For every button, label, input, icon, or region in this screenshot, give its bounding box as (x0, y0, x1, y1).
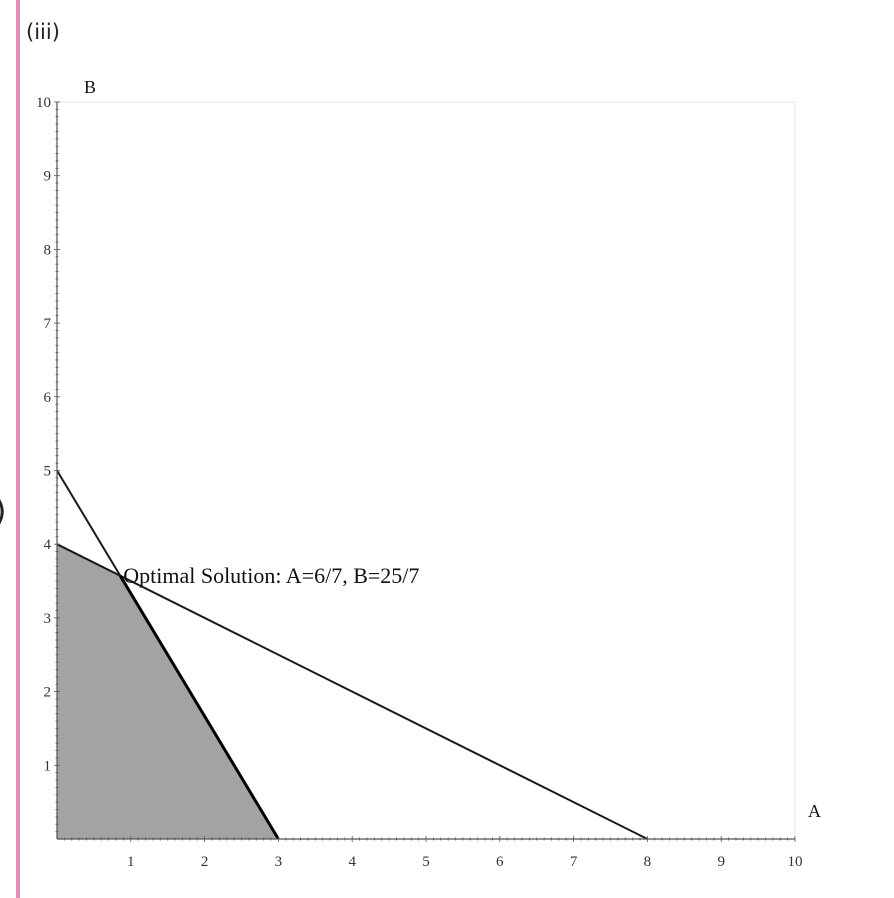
y-tick-label: 1 (44, 758, 52, 774)
constraint-line-2 (56, 543, 648, 840)
x-tick-label: 3 (275, 854, 283, 870)
y-tick-label: 3 (44, 611, 52, 627)
x-tick-label: 6 (496, 854, 504, 870)
y-tick-label: 5 (44, 464, 52, 480)
x-tick-labels: 1 2 3 4 5 6 7 8 9 10 (127, 854, 802, 870)
y-axis (54, 101, 60, 839)
x-tick-label: 5 (422, 854, 430, 870)
feasible-region (57, 544, 279, 839)
x-tick-label: 8 (644, 854, 652, 870)
y-tick-label: 4 (44, 537, 52, 553)
y-tick-label: 9 (44, 169, 52, 185)
x-tick-label: 7 (570, 854, 578, 870)
x-tick-label: 4 (348, 854, 356, 870)
y-tick-label: 7 (44, 316, 52, 332)
y-tick-label: 6 (44, 390, 52, 406)
x-tick-label: 10 (788, 854, 803, 870)
x-axis (57, 836, 796, 842)
x-axis-label: A (808, 801, 821, 821)
optimal-solution-label: Optimal Solution: A=6/7, B=25/7 (123, 563, 419, 588)
edge-paren: ) (0, 492, 6, 530)
x-tick-label: 9 (717, 854, 725, 870)
y-axis-label: B (84, 77, 96, 97)
part-label: (iii) (26, 20, 60, 44)
feasible-region-edge (118, 575, 280, 840)
margin-bar (16, 0, 20, 898)
y-tick-label: 2 (44, 685, 52, 701)
x-tick-label: 2 (201, 854, 209, 870)
y-tick-label: 10 (36, 95, 51, 111)
x-tick-label: 1 (127, 854, 135, 870)
y-tick-label: 8 (44, 242, 52, 258)
y-tick-labels: 1 2 3 4 5 6 7 8 9 10 (36, 95, 52, 774)
